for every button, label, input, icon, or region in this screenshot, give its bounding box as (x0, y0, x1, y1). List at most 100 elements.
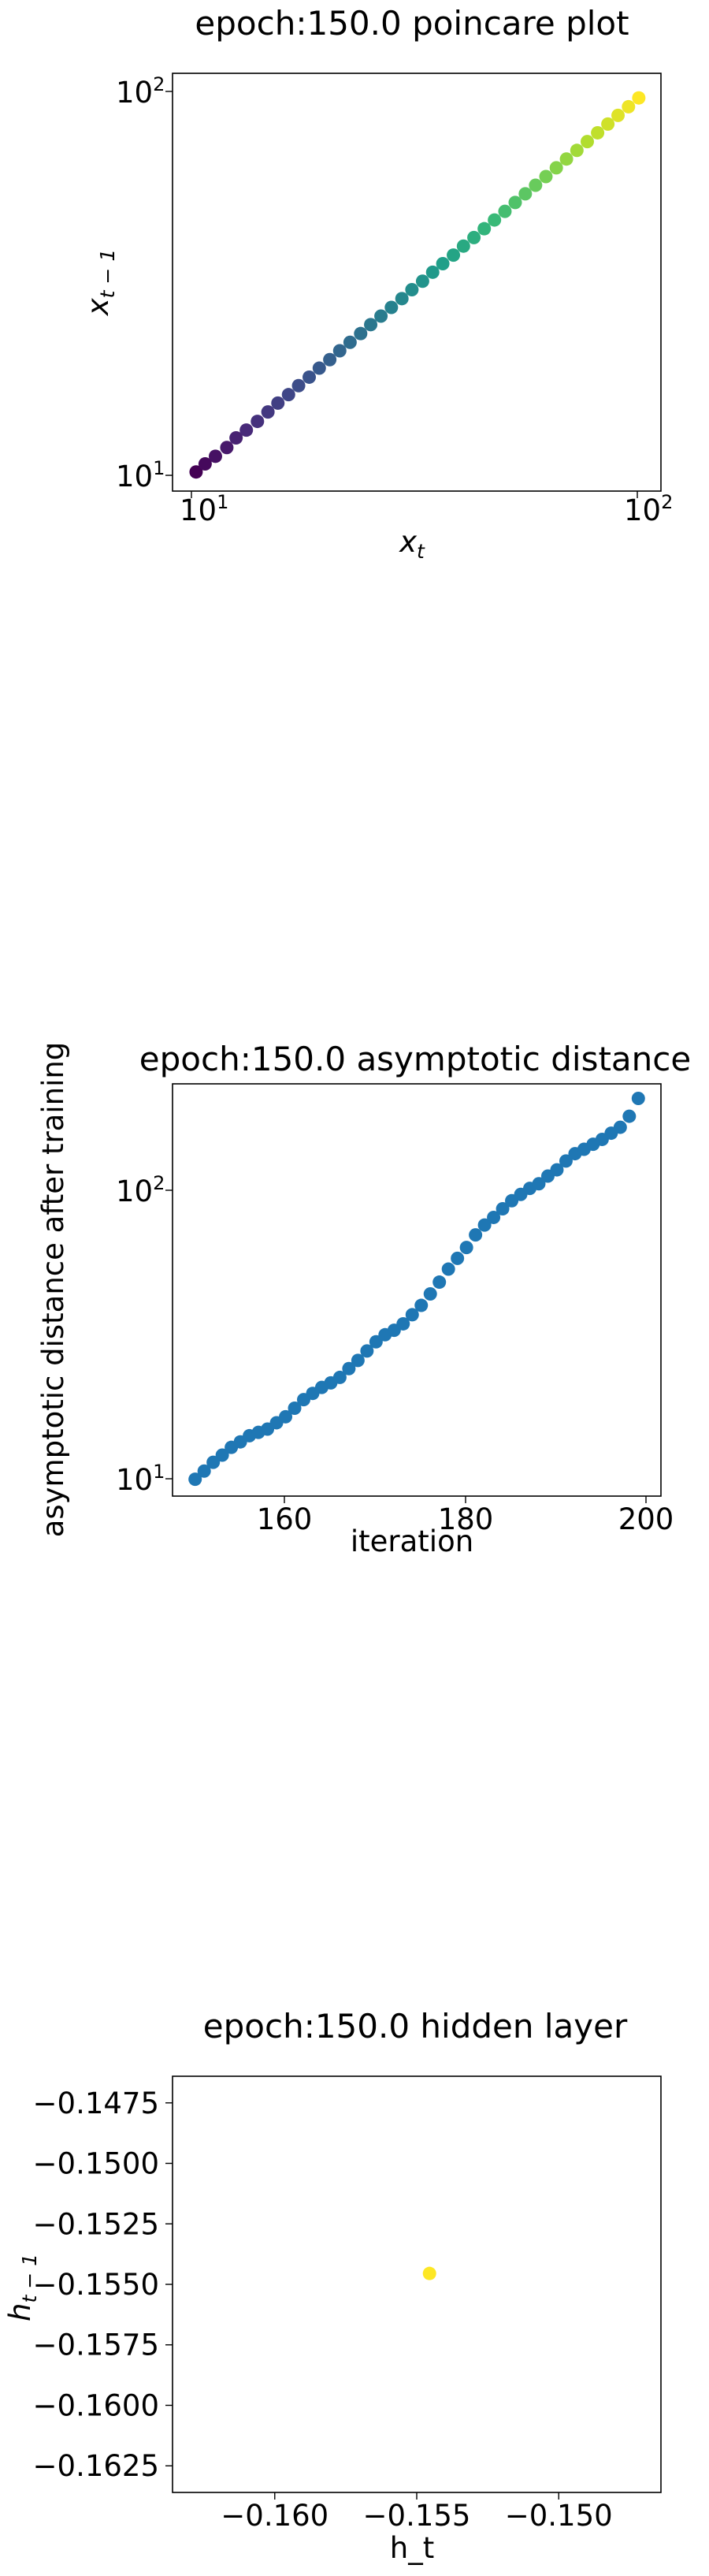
asymptotic-point (559, 1154, 573, 1168)
poincare-point (229, 431, 243, 445)
poincare-point (611, 108, 625, 122)
poincare-point (332, 344, 347, 358)
poincare-xtick-low: 101 (180, 491, 228, 527)
hidden-layer-tick-labels: −0.160 −0.155 −0.150 −0.1475 −0.1500 −0.1525 −… (33, 2086, 613, 2533)
poincare-point (570, 143, 584, 158)
hidden-layer-ytick-label: −0.1500 (33, 2147, 159, 2181)
poincare-point (601, 117, 615, 131)
asymptotic-point (332, 1370, 347, 1384)
asymptotic-point (423, 1286, 437, 1301)
poincare-xtick-high: 102 (624, 491, 673, 527)
poincare-points (189, 91, 646, 479)
poincare-point (415, 274, 429, 288)
hidden-layer-title: epoch:150.0 hidden layer (203, 2007, 628, 2046)
hidden-layer-xtick-label: −0.155 (363, 2499, 471, 2533)
poincare-point (529, 178, 543, 192)
poincare-point (395, 292, 409, 306)
poincare-point (384, 300, 399, 315)
poincare-point (251, 415, 265, 429)
poincare-point (405, 283, 419, 297)
asymptotic-point (360, 1344, 374, 1358)
asymptotic-point (351, 1353, 365, 1368)
poincare-point (303, 370, 317, 384)
asymptotic-xtick-160: 160 (257, 1502, 313, 1536)
asymptotic-point (459, 1241, 473, 1255)
asymptotic-xlabel: iteration (351, 1524, 473, 1558)
asymptotic-point (432, 1275, 447, 1290)
asymptotic-ytick-low: 101 (116, 1461, 165, 1497)
hidden-layer-ytick-label: −0.1625 (33, 2449, 159, 2483)
poincare-point (261, 405, 275, 419)
poincare-point (312, 361, 326, 375)
asymptotic-ticks (165, 1189, 647, 1503)
asymptotic-point (342, 1361, 356, 1375)
poincare-point (518, 187, 533, 201)
asymptotic-ylabel: asymptotic distance after training (36, 1042, 70, 1538)
poincare-point (343, 335, 357, 349)
asymptotic-point (622, 1109, 637, 1123)
poincare-point (488, 213, 502, 227)
poincare-ytick-high: 102 (116, 73, 165, 110)
asymptotic-chart: epoch:150.0 asymptotic distance 160 180 … (36, 1040, 691, 1558)
asymptotic-point (469, 1228, 483, 1242)
poincare-point (239, 423, 254, 437)
poincare-point (622, 99, 636, 114)
asymptotic-xtick-200: 200 (618, 1502, 674, 1536)
poincare-ytick-low: 101 (116, 457, 165, 493)
poincare-point (198, 457, 212, 471)
asymptotic-points (188, 1091, 645, 1487)
poincare-point (549, 161, 563, 175)
asymptotic-point (215, 1448, 229, 1462)
hidden-layer-ytick-label: −0.1575 (33, 2328, 159, 2362)
poincare-point (539, 169, 553, 184)
hidden-layer-xtick-label: −0.160 (221, 2499, 329, 2533)
asymptotic-xtick-180: 180 (438, 1502, 494, 1536)
asymptotic-point (279, 1409, 293, 1424)
asymptotic-ytick-high: 102 (116, 1172, 165, 1208)
hidden-layer-xtick-label: −0.150 (505, 2499, 613, 2533)
hidden-layer-ylabel: ht − 1 (3, 2254, 41, 2321)
poincare-point (281, 388, 295, 402)
asymptotic-point (188, 1472, 202, 1487)
asymptotic-point (631, 1091, 645, 1105)
poincare-point (508, 195, 522, 210)
asymptotic-axes-frame (172, 1083, 662, 1497)
poincare-point (374, 309, 388, 323)
asymptotic-title: epoch:150.0 asymptotic distance (139, 1040, 691, 1078)
asymptotic-point (369, 1335, 383, 1349)
hidden-layer-points (422, 2266, 436, 2280)
hidden-layer-ytick-label: −0.1475 (33, 2086, 159, 2120)
hidden-layer-ytick-label: −0.1600 (33, 2388, 159, 2422)
asymptotic-point (487, 1210, 501, 1224)
poincare-ticks (165, 91, 638, 498)
poincare-point (456, 239, 470, 253)
poincare-point (220, 441, 234, 455)
asymptotic-point (532, 1177, 546, 1191)
poincare-point (447, 248, 461, 262)
poincare-point (208, 449, 222, 463)
asymptotic-point (197, 1464, 211, 1478)
poincare-point (271, 396, 285, 410)
hidden-layer-ticks (165, 2102, 559, 2500)
poincare-point (580, 135, 594, 149)
hidden-layer-xlabel: h_t (390, 2531, 434, 2565)
poincare-point (189, 465, 203, 479)
asymptotic-point (451, 1251, 465, 1265)
poincare-point (467, 230, 481, 244)
poincare-point (591, 125, 605, 140)
hidden-layer-axes-frame (172, 2075, 662, 2493)
poincare-axes-frame (172, 73, 662, 492)
poincare-point (354, 326, 368, 341)
poincare-point (559, 152, 574, 166)
poincare-point (477, 221, 492, 236)
poincare-point (364, 318, 378, 332)
asymptotic-point (288, 1402, 302, 1416)
poincare-point (291, 378, 306, 393)
poincare-point (498, 204, 512, 218)
hidden-layer-ytick-label: −0.1550 (33, 2268, 159, 2302)
asymptotic-point (396, 1316, 410, 1331)
asymptotic-point (550, 1163, 564, 1177)
asymptotic-point (441, 1262, 455, 1276)
poincare-title: epoch:150.0 poincare plot (195, 4, 629, 43)
